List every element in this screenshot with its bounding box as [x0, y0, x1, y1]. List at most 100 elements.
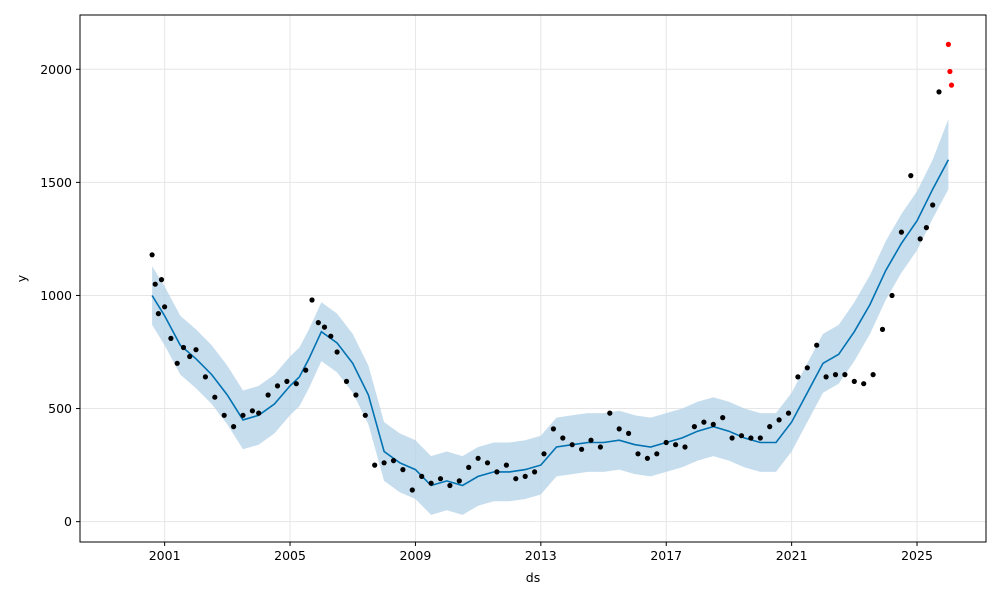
observed-point [923, 225, 930, 231]
observed-point [168, 335, 174, 341]
observed-point [447, 482, 453, 489]
observed-point [738, 433, 745, 439]
observed-point [701, 419, 707, 425]
observed-point [309, 297, 315, 303]
observed-point [616, 426, 622, 432]
observed-point [823, 374, 829, 380]
observed-point [303, 367, 309, 373]
observed-point [917, 236, 923, 242]
holdout-point [947, 68, 953, 75]
observed-points [149, 89, 942, 493]
observed-point [221, 412, 227, 418]
observed-point [274, 383, 281, 389]
observed-point [654, 451, 660, 457]
observed-point [334, 349, 340, 355]
observed-point [644, 455, 651, 461]
observed-point [569, 442, 575, 448]
observed-point [597, 444, 604, 450]
observed-point [795, 374, 801, 380]
y-tick-label: 2000 [40, 62, 72, 77]
observed-point [607, 410, 613, 416]
observed-point [162, 304, 168, 310]
observed-point [513, 476, 519, 482]
holdout-point [948, 82, 955, 88]
observed-point [390, 458, 397, 464]
observed-point [155, 311, 161, 317]
observed-point [321, 324, 328, 330]
observed-point [579, 446, 585, 452]
observed-point [400, 467, 406, 473]
observed-point [202, 374, 208, 380]
holdout-points [945, 41, 955, 88]
observed-point [240, 412, 246, 418]
x-tick-label: 2021 [776, 548, 808, 563]
x-tick-label: 2005 [274, 548, 306, 563]
x-tick-label: 2025 [901, 548, 933, 563]
observed-point [193, 347, 199, 353]
observed-point [776, 417, 782, 423]
y-axis-label: y [14, 274, 29, 282]
observed-point [560, 435, 566, 441]
observed-point [767, 424, 773, 430]
observed-point [428, 480, 434, 486]
observed-point [889, 292, 895, 299]
observed-point [861, 381, 867, 387]
observed-point [842, 372, 848, 378]
y-tick-label: 1000 [40, 288, 72, 303]
observed-point [832, 372, 839, 378]
observed-point [682, 444, 688, 450]
observed-point [158, 277, 165, 283]
x-ticks: 2001 2005 2009 2013 2017 2021 2025 [149, 542, 933, 563]
observed-point [187, 353, 193, 360]
plot-frame [79, 14, 987, 543]
observed-point [174, 360, 180, 366]
observed-point [879, 326, 886, 332]
forecast-line [151, 159, 950, 487]
observed-point [532, 469, 538, 475]
observed-point [503, 462, 509, 468]
holdout-point [945, 41, 952, 48]
observed-point [757, 435, 763, 441]
grid-lines [80, 15, 986, 542]
observed-point [409, 487, 415, 493]
observed-point [343, 378, 350, 384]
x-axis-label: ds [526, 570, 540, 585]
x-tick-label: 2017 [650, 548, 682, 563]
observed-point [256, 410, 262, 416]
observed-point [541, 451, 547, 457]
observed-point [362, 412, 368, 418]
observed-point [475, 455, 481, 461]
x-tick-label: 2013 [525, 548, 557, 563]
observed-point [249, 408, 255, 414]
observed-point [936, 89, 942, 95]
observed-point [456, 478, 462, 484]
y-tick-label: 1500 [40, 175, 72, 190]
observed-point [381, 460, 387, 466]
observed-point [284, 378, 290, 384]
observed-point [419, 473, 425, 479]
observed-point [851, 378, 857, 384]
forecast-series-line [151, 159, 950, 487]
observed-point [635, 451, 641, 457]
x-tick-label: 2001 [149, 548, 181, 563]
observed-point [437, 476, 444, 482]
y-tick-label: 500 [48, 401, 72, 416]
observed-point [691, 424, 698, 430]
observed-point [231, 424, 237, 430]
observed-point [720, 415, 726, 421]
observed-point [588, 437, 594, 443]
observed-point [466, 464, 472, 470]
observed-point [484, 460, 491, 466]
observed-point [908, 173, 914, 179]
observed-point [315, 320, 321, 326]
observed-point [522, 473, 528, 479]
y-ticks: 0 500 1000 1500 2000 [40, 62, 80, 529]
observed-point [814, 342, 820, 348]
observed-point [898, 229, 905, 235]
observed-point [870, 372, 876, 378]
observed-point [785, 410, 792, 416]
observed-point [626, 430, 632, 436]
observed-point [729, 435, 735, 441]
observed-point [663, 439, 669, 446]
